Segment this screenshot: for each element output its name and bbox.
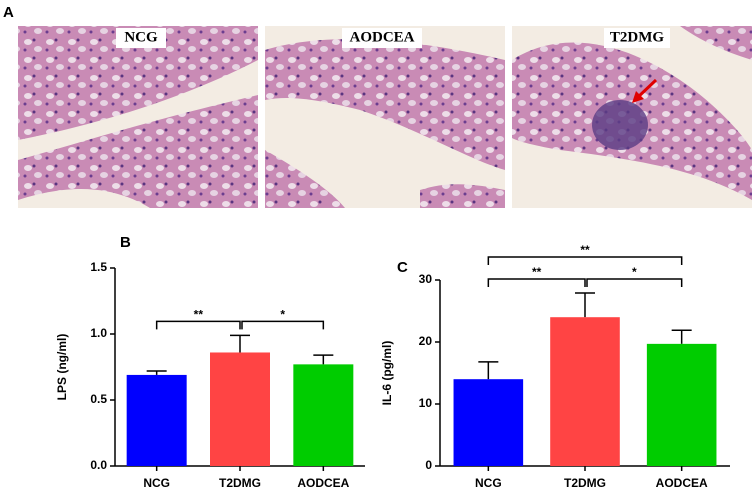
- y-tick-label: 1.5: [90, 260, 107, 274]
- bar: [453, 379, 524, 466]
- label-box: [604, 28, 670, 48]
- y-tick-label: 30: [419, 272, 433, 286]
- significance-label: **: [532, 265, 542, 279]
- y-tick-label: 20: [419, 334, 433, 348]
- significance-label: *: [280, 307, 285, 321]
- panel-label: C: [397, 259, 408, 276]
- x-tick-label: NCG: [143, 476, 170, 488]
- x-tick-label: NCG: [475, 476, 502, 488]
- label-box: [116, 28, 166, 48]
- bar: [646, 343, 717, 466]
- bar: [210, 352, 270, 466]
- y-tick-label: 1.0: [90, 326, 107, 340]
- y-tick-label: 0.0: [90, 458, 107, 472]
- panel-label: B: [120, 234, 131, 251]
- significance-label: *: [632, 265, 637, 279]
- bar: [550, 317, 620, 466]
- x-tick-label: T2DMG: [219, 476, 261, 488]
- image-t2dmg: [512, 26, 752, 208]
- image-aodcea: [265, 26, 505, 208]
- y-tick-label: 10: [419, 396, 433, 410]
- image-label: NCG: [124, 29, 158, 45]
- significance-label: **: [580, 243, 590, 257]
- x-tick-label: AODCEA: [656, 476, 708, 488]
- significance-bracket: [487, 278, 586, 288]
- y-tick-label: 0: [425, 458, 432, 472]
- image-ncg: [18, 26, 258, 208]
- significance-bracket: [586, 278, 683, 288]
- significance-label: **: [194, 307, 204, 321]
- x-tick-label: AODCEA: [297, 476, 349, 488]
- significance-bracket: [155, 320, 241, 330]
- bar: [293, 364, 354, 466]
- x-tick-label: T2DMG: [564, 476, 606, 488]
- label-box: [342, 28, 422, 48]
- bar: [126, 374, 187, 466]
- panel-label: A: [3, 4, 14, 21]
- y-axis-label: LPS (ng/ml): [55, 334, 69, 401]
- significance-bracket: [487, 256, 683, 266]
- y-axis-label: IL-6 (pg/ml): [380, 341, 394, 406]
- significance-bracket: [241, 320, 325, 330]
- y-tick-label: 0.5: [90, 392, 107, 406]
- image-label: AODCEA: [349, 29, 414, 45]
- image-label: T2DMG: [610, 29, 664, 45]
